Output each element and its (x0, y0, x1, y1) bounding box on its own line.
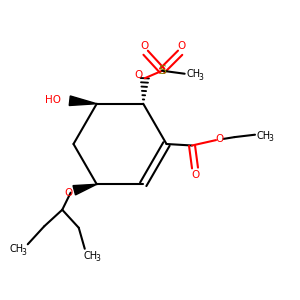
Polygon shape (69, 96, 97, 106)
Text: 3: 3 (268, 134, 273, 143)
Text: O: O (191, 169, 200, 180)
Text: O: O (216, 134, 224, 144)
Text: 3: 3 (95, 254, 100, 263)
Text: O: O (140, 41, 148, 51)
Text: CH: CH (186, 69, 200, 79)
Text: O: O (65, 188, 73, 198)
Text: CH: CH (256, 130, 270, 141)
Polygon shape (73, 184, 97, 195)
Text: CH: CH (10, 244, 24, 254)
Text: 3: 3 (22, 248, 27, 256)
Text: 3: 3 (198, 73, 203, 82)
Text: O: O (178, 41, 186, 51)
Text: O: O (134, 70, 142, 80)
Text: S: S (158, 64, 166, 77)
Text: CH: CH (83, 251, 98, 261)
Text: HO: HO (45, 95, 61, 105)
